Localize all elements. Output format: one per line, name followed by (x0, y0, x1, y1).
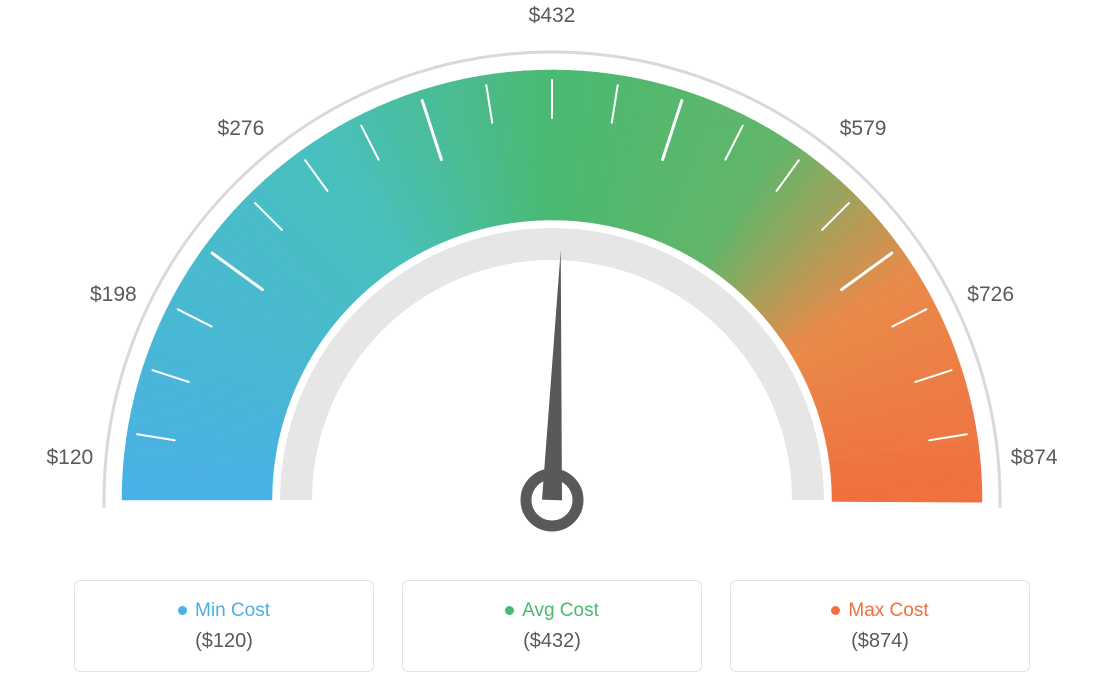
legend-card-min: Min Cost ($120) (74, 580, 374, 672)
legend-label: Min Cost (195, 600, 270, 622)
gauge-scale-label: $432 (529, 4, 576, 28)
dot-icon (505, 606, 514, 615)
legend-value: ($432) (523, 630, 581, 653)
legend-title: Max Cost (831, 600, 928, 622)
dot-icon (178, 606, 187, 615)
legend-title: Min Cost (178, 600, 270, 622)
legend-value: ($120) (195, 630, 253, 653)
legend-value: ($874) (851, 630, 909, 653)
gauge-scale-label: $874 (1011, 446, 1058, 470)
gauge-scale-label: $579 (840, 117, 887, 141)
gauge-scale-label: $120 (46, 446, 93, 470)
gauge-scale-label: $198 (90, 283, 137, 307)
legend-label: Avg Cost (522, 600, 599, 622)
gauge-scale-label: $276 (218, 117, 265, 141)
gauge-chart: $120 $198 $276 $432 $579 $726 $874 (0, 0, 1104, 560)
legend-card-max: Max Cost ($874) (730, 580, 1030, 672)
legend-title: Avg Cost (505, 600, 599, 622)
legend-label: Max Cost (848, 600, 928, 622)
legend-card-avg: Avg Cost ($432) (402, 580, 702, 672)
dot-icon (831, 606, 840, 615)
gauge-scale-label: $726 (967, 283, 1014, 307)
legend-row: Min Cost ($120) Avg Cost ($432) Max Cost… (0, 580, 1104, 672)
gauge-svg (0, 0, 1104, 560)
